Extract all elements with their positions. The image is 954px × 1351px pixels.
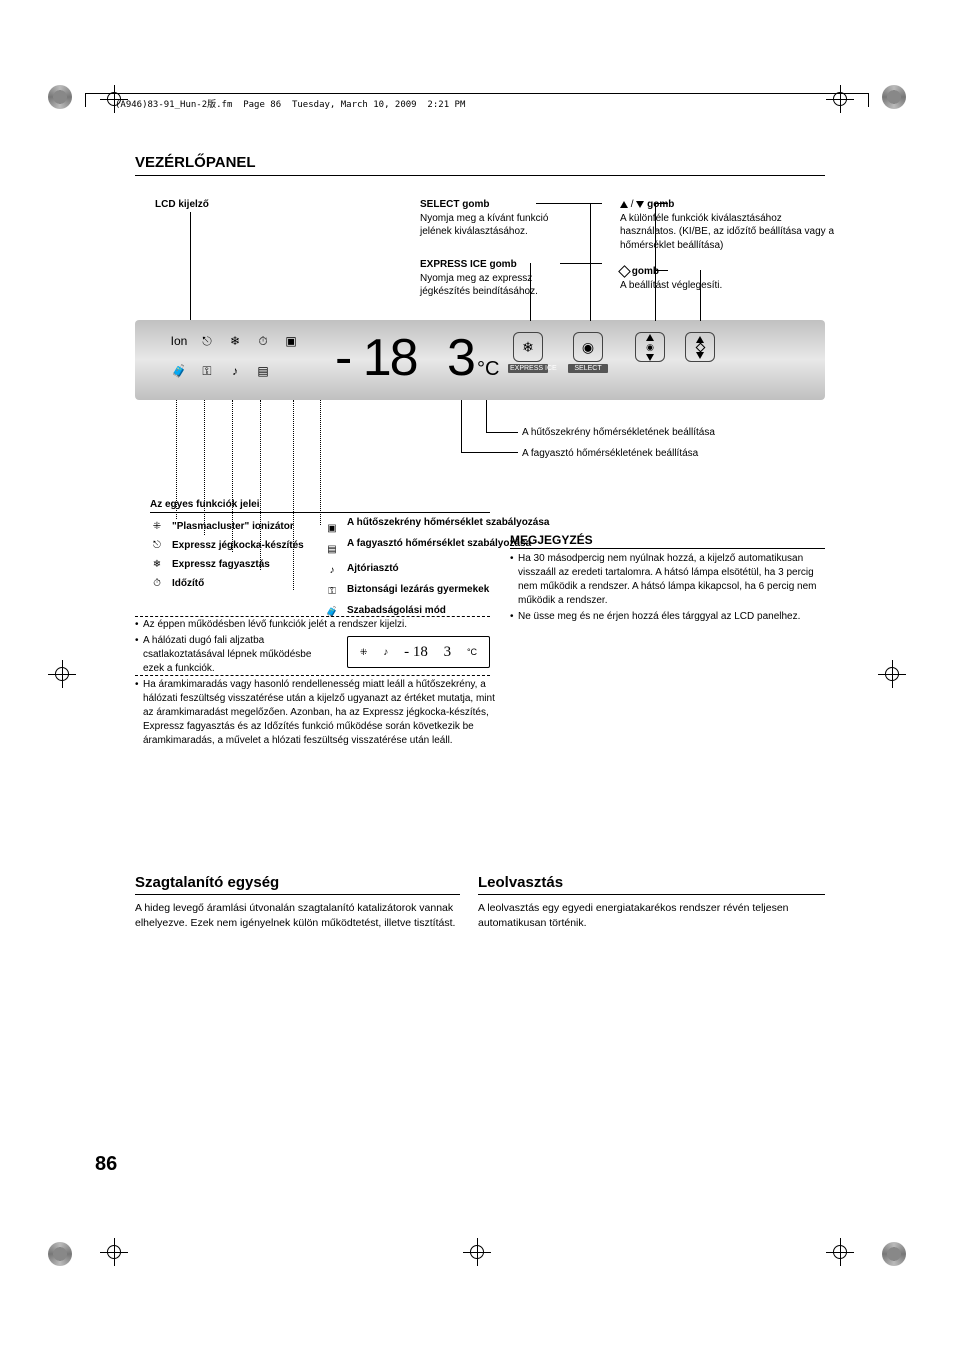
func-heading-line: [150, 512, 490, 513]
temp-display-fridge: 3: [447, 328, 474, 388]
callout-line: [486, 432, 518, 433]
func-list-left: ⁜"Plasmacluster" ionizátor ⎋Expressz jég…: [150, 517, 304, 593]
megj-line: [510, 548, 825, 549]
callout-line: [486, 400, 487, 433]
callout-line: [536, 203, 602, 204]
dashed-sep-1: [135, 616, 490, 617]
label-express: EXPRESS ICE gomb Nyomja meg az expressz …: [420, 258, 580, 299]
title-rule: [135, 175, 825, 176]
callout-line: [530, 263, 531, 321]
callout-line: [461, 400, 462, 453]
megj-title: MEGJEGYZÉS: [510, 532, 593, 548]
page-number: 86: [95, 1153, 117, 1176]
szag-title: Szagtalanító egység: [135, 874, 279, 891]
reg-mark-bc-cross: [463, 1238, 491, 1266]
leolv-title: Leolvasztás: [478, 874, 563, 891]
func-heading: Az egyes funkciók jelei: [150, 498, 260, 512]
temp-unit: °C: [477, 358, 499, 381]
callout-line: [461, 452, 518, 453]
page-title: VEZÉRLŐPANEL: [135, 154, 256, 171]
express-ice-button[interactable]: ❄EXPRESS ICE: [508, 332, 548, 373]
control-panel-diagram: Ion⎋❄⏱▣ 🧳⚿♪▤ - 18 3 °C ❄EXPRESS ICE ◉SEL…: [135, 320, 825, 400]
callout-dotted: [204, 400, 205, 535]
print-header-text: (A946)83-91_Hun-2版.fm Page 86 Tuesday, M…: [115, 97, 465, 110]
callout-line: [560, 263, 602, 264]
reg-mark-br-cross: [826, 1238, 854, 1266]
arrow-button-1[interactable]: ◉: [630, 332, 670, 364]
label-select: SELECT gomb Nyomja meg a kívánt funkció …: [420, 198, 570, 239]
callout-line: [190, 212, 191, 320]
leolv-text: A leolvasztás egy egyedi energiatakaréko…: [478, 901, 818, 930]
callout-line: [590, 203, 591, 321]
label-arrow: / gomb A különféle funkciók kiválasztásá…: [620, 198, 835, 252]
reg-mark-mr-cross: [878, 660, 906, 688]
label-freezer-temp: A fagyasztó hőmérsékletének beállítása: [522, 447, 698, 461]
select-button[interactable]: ◉SELECT: [568, 332, 608, 373]
reg-mark-tl-circle: [48, 85, 72, 109]
reg-mark-ml-cross: [48, 660, 76, 688]
callout-line: [700, 270, 701, 321]
label-lcd: LCD kijelző: [155, 198, 209, 212]
reg-mark-bl-circle: [48, 1242, 72, 1266]
reg-mark-bl-cross: [100, 1238, 128, 1266]
reg-mark-br-circle: [882, 1242, 906, 1266]
szag-text: A hideg levegő áramlási útvonalán szagta…: [135, 901, 475, 930]
callout-line: [656, 203, 668, 204]
callout-line: [656, 270, 668, 271]
temp-display-freezer: - 18: [335, 328, 417, 388]
label-fridge-temp: A hűtőszekrény hőmérsékletének beállítás…: [522, 426, 715, 440]
mini-lcd: ⁜ ♪ - 18 3 °C: [347, 636, 490, 668]
reg-mark-tr-circle: [882, 85, 906, 109]
label-diamond: gomb A beállítást véglegesíti.: [620, 265, 722, 292]
szag-line: [135, 894, 460, 895]
lcd-function-icons: Ion⎋❄⏱▣ 🧳⚿♪▤: [170, 332, 302, 386]
callout-dotted: [320, 400, 321, 525]
megj-list: Ha 30 másodpercig nem nyúlnak hozzá, a k…: [510, 552, 830, 626]
arrow-button-2[interactable]: [680, 332, 720, 364]
callout-line: [655, 203, 656, 321]
leolv-line: [478, 894, 825, 895]
